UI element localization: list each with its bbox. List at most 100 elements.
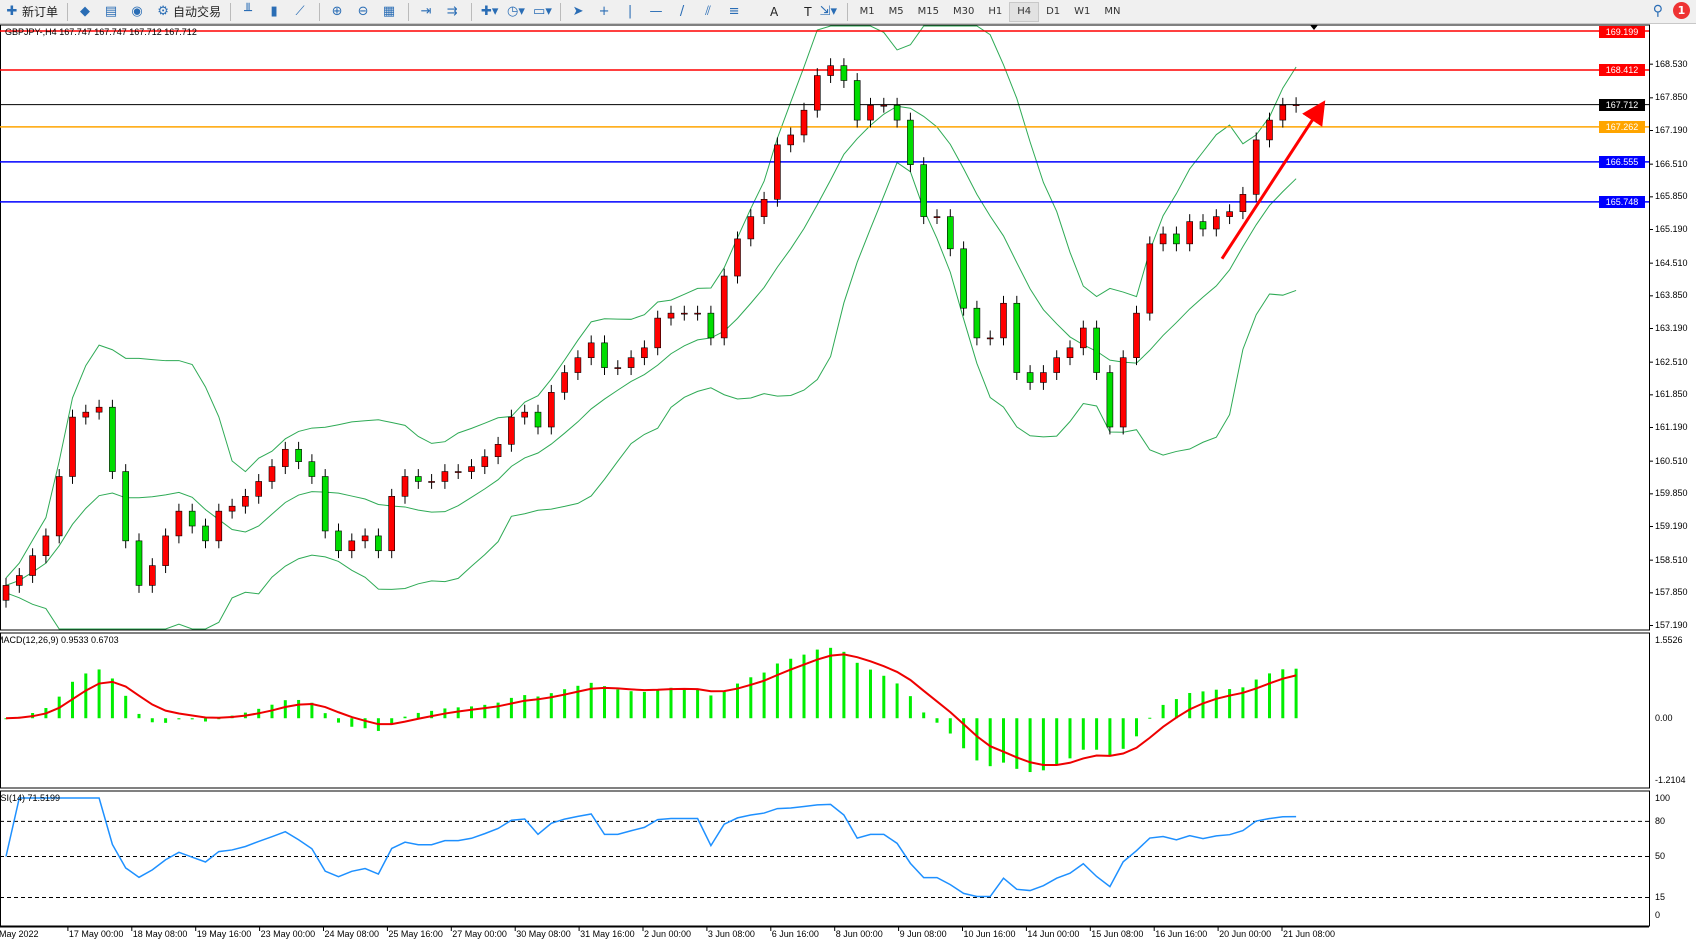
zoom-out-button[interactable]: ⊖ (351, 1, 377, 23)
candle-body (1226, 211, 1233, 217)
candle-body (614, 367, 622, 369)
templates-button[interactable]: ▭▾ (529, 1, 555, 23)
indicators-button[interactable]: ✚▾ (477, 1, 503, 23)
timeframe-m15[interactable]: M15 (917, 6, 939, 17)
time-axis-label: 14 Jun 00:00 (1027, 929, 1080, 939)
candle-body (1066, 347, 1074, 359)
candle-body (867, 104, 874, 121)
price-axis-label: 159.850 (1655, 488, 1688, 499)
candle-body (587, 342, 595, 359)
autoscroll-button[interactable]: ⇉ (440, 1, 466, 23)
macd-histogram-bar (416, 712, 420, 719)
cursor-icon: ➤ (572, 3, 584, 19)
macd-histogram-bar (616, 689, 620, 719)
timeframe-m30[interactable]: M30 (952, 6, 975, 17)
candle-body (428, 481, 435, 483)
candle-body (1159, 233, 1167, 245)
data-window-button[interactable]: ▤ (99, 1, 125, 23)
macd-histogram-bar (470, 706, 473, 719)
symbol-info-label: GBPJPY-,H4 167.747 167.747 167.712 167.7… (5, 27, 197, 37)
timeframe-m1[interactable]: M1 (859, 6, 875, 17)
price-axis-label: 167.850 (1655, 92, 1688, 103)
time-axis-label: 23 May 00:00 (260, 929, 316, 939)
horizontal-line-button[interactable]: — (644, 1, 670, 23)
toolbar-label: T (804, 4, 812, 19)
candle-body (840, 65, 848, 81)
candle-body (601, 342, 608, 368)
timeframe-mn[interactable]: MN (1104, 6, 1121, 17)
chart-window[interactable] (0, 24, 1696, 944)
text-label-button[interactable]: T (782, 1, 815, 23)
vertical-line-button[interactable]: | (618, 1, 644, 23)
auto-trading-button[interactable]: ⚙ 自动交易 (151, 1, 225, 23)
candle-body (641, 347, 648, 359)
notification-badge[interactable]: 1 (1673, 2, 1690, 19)
arrows-button[interactable]: ⇲▾ (816, 1, 842, 23)
candlestick-button[interactable]: ▮ (262, 1, 288, 23)
candle-body (162, 535, 169, 566)
macd-histogram-bar (1228, 689, 1232, 719)
text-button[interactable]: A (748, 1, 782, 23)
tile-windows-button[interactable]: ▦ (377, 1, 403, 23)
time-axis-label: 30 May 08:00 (516, 929, 571, 939)
line-chart-icon: ⟋ (295, 3, 305, 19)
timeframe-w1[interactable]: W1 (1074, 6, 1091, 17)
time-axis-label: 31 May 16:00 (580, 929, 635, 939)
candle-body (361, 535, 369, 542)
price-axis-label: 157.850 (1655, 587, 1688, 598)
macd-histogram-bar (682, 688, 686, 719)
autoscroll-icon: ⇉ (446, 3, 458, 19)
macd-histogram-bar (110, 678, 114, 719)
timeframe-h4[interactable]: H4 (1009, 1, 1040, 22)
macd-histogram-bar (722, 690, 726, 719)
market-watch-button[interactable]: ◆ (73, 1, 99, 23)
equidistant-channel-button[interactable]: ⫽ (696, 1, 722, 23)
trendline-button[interactable]: / (670, 1, 696, 23)
candle-body (1199, 221, 1207, 230)
macd-histogram-bar (84, 673, 88, 719)
candle-body (268, 466, 276, 482)
signal-button[interactable]: ◉ (125, 1, 151, 23)
timeframe-h1[interactable]: H1 (988, 6, 1003, 17)
price-axis-label: 167.190 (1655, 125, 1688, 135)
periods-clock-button[interactable]: ◷▾ (503, 1, 529, 23)
macd-histogram-bar (1015, 718, 1019, 769)
macd-histogram-bar (775, 663, 779, 719)
candle-body (255, 481, 262, 497)
candle-body (441, 471, 449, 482)
tile-windows-icon: ▦ (382, 3, 396, 19)
macd-histogram-bar (1121, 718, 1125, 749)
macd-histogram-bar (749, 677, 753, 719)
search-icon[interactable]: ⚲ (1652, 2, 1663, 19)
macd-histogram-bar (962, 718, 966, 749)
crosshair-button[interactable]: + (592, 1, 618, 23)
candle-body (774, 144, 781, 200)
new-order-button[interactable]: ✚ 新订单 (0, 1, 62, 23)
macd-histogram-bar (1201, 691, 1205, 719)
zoom-in-button[interactable]: ⊕ (325, 1, 351, 23)
zoom-out-icon: ⊖ (357, 3, 369, 19)
timeframe-m5[interactable]: M5 (888, 6, 904, 17)
macd-histogram-bar (1055, 718, 1059, 765)
main-panel-frame (0, 24, 1650, 631)
macd-histogram-bar (390, 718, 394, 725)
price-axis-label: 163.190 (1655, 323, 1688, 333)
bar-chart-button[interactable]: ╨ (236, 1, 262, 23)
candle-body (42, 535, 50, 557)
cursor-button[interactable]: ➤ (566, 1, 592, 23)
candle-body (82, 411, 90, 418)
macd-histogram-bar (1161, 704, 1165, 719)
fibonacci-button[interactable]: ≡ (722, 1, 748, 23)
timeframe-d1[interactable]: D1 (1046, 6, 1061, 17)
line-chart-button[interactable]: ⟋ (288, 1, 314, 23)
macd-histogram-bar (1068, 718, 1072, 759)
candle-body (1026, 372, 1034, 383)
time-axis-label: 2 Jun 00:00 (644, 929, 692, 939)
time-axis-label: 9 Jun 08:00 (899, 929, 947, 939)
toolbar-separator (67, 2, 69, 21)
candle-body (454, 471, 462, 473)
chart-shift-button[interactable]: ⇥ (414, 1, 440, 23)
macd-histogram-bar (829, 647, 833, 719)
rsi-axis-label: 80 (1655, 815, 1666, 826)
candle-body (853, 80, 861, 121)
